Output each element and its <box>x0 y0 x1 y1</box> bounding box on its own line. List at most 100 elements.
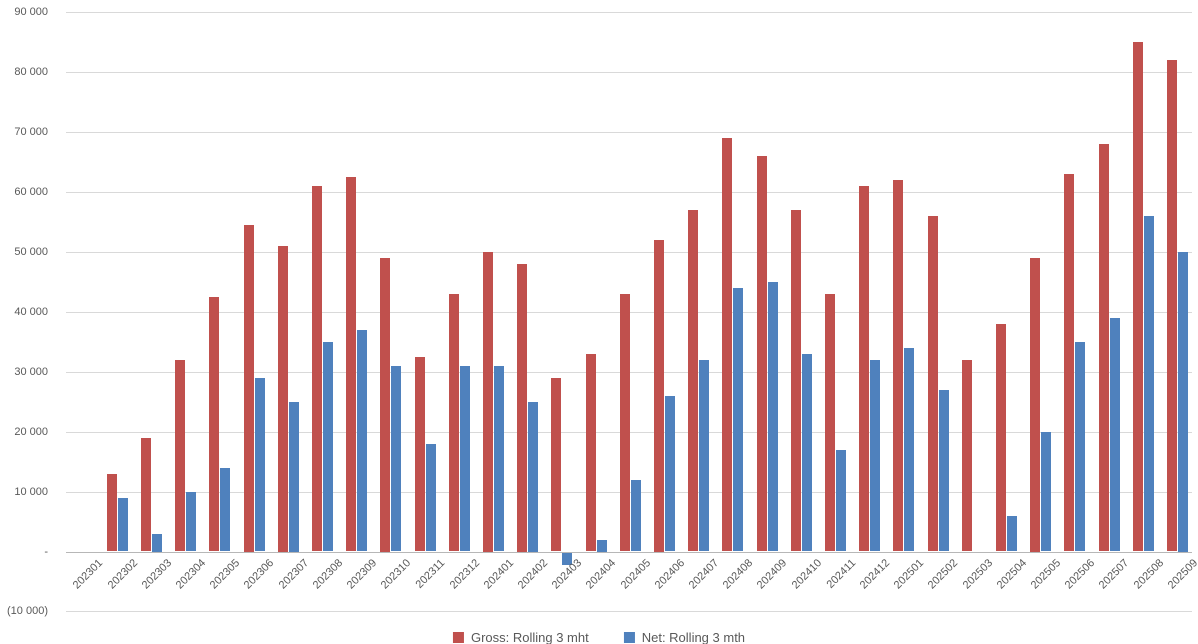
y-tick-label: 60 000 <box>14 186 48 199</box>
legend-label-net: Net: Rolling 3 mth <box>641 630 746 644</box>
bar-net-202506 <box>1075 341 1086 552</box>
bar-net-202504 <box>1007 515 1017 552</box>
x-tick-label-202309: 202309 <box>344 557 380 592</box>
bar-net-202505 <box>1041 431 1052 552</box>
x-tick-label-202503: 202503 <box>960 557 995 592</box>
y-tick-label: 30 000 <box>14 365 48 378</box>
y-tick-label: - <box>44 545 48 558</box>
bar-net-202308 <box>323 341 333 552</box>
x-tick-label-202505: 202505 <box>1028 557 1064 592</box>
bar-gross-202401 <box>483 252 493 552</box>
gridline-50000 <box>66 252 1192 253</box>
bar-net-202303 <box>152 533 162 552</box>
x-tick-label-202405: 202405 <box>618 557 653 592</box>
bar-gross-202505 <box>1030 258 1041 552</box>
bar-gross-202509 <box>1167 60 1177 552</box>
y-tick-label: 10 000 <box>14 485 48 498</box>
legend-swatch-net <box>623 632 635 643</box>
x-tick-label-202409: 202409 <box>755 557 790 592</box>
bar-net-202502 <box>938 389 949 552</box>
x-tick-label-202504: 202504 <box>994 557 1029 592</box>
bar-gross-202410 <box>790 210 801 552</box>
bar-net-202402 <box>528 401 539 552</box>
x-tick-label-202410: 202410 <box>789 557 824 592</box>
bar-gross-202506 <box>1064 174 1075 552</box>
bar-net-202304 <box>186 491 197 552</box>
gridline-80000 <box>66 72 1192 74</box>
bar-net-202306 <box>254 377 265 552</box>
bar-gross-202303 <box>141 437 151 552</box>
gridline--10000 <box>66 611 1192 613</box>
bar-net-202410 <box>801 353 812 552</box>
bar-net-202401 <box>494 365 504 552</box>
x-tick-label-202506: 202506 <box>1062 557 1098 592</box>
bar-net-202305 <box>220 467 231 552</box>
x-tick-label-202508: 202508 <box>1131 557 1166 592</box>
y-tick-label: 50 000 <box>14 246 48 258</box>
bar-gross-202309 <box>346 177 357 552</box>
bar-net-202311 <box>425 443 436 552</box>
bar-net-202411 <box>836 449 846 552</box>
bar-gross-202306 <box>243 225 254 552</box>
bar-gross-202409 <box>756 156 767 552</box>
bar-gross-202302 <box>106 473 117 552</box>
bar-gross-202304 <box>175 359 186 552</box>
bar-net-202310 <box>391 365 402 552</box>
bar-net-202312 <box>459 365 470 552</box>
x-tick-label-202404: 202404 <box>584 557 619 592</box>
x-tick-label-202302: 202302 <box>105 557 140 592</box>
x-tick-label-202310: 202310 <box>378 557 414 592</box>
bar-gross-202402 <box>517 264 528 552</box>
legend: Gross: Rolling 3 mht Net: Rolling 3 mth <box>452 630 746 644</box>
bar-net-202408 <box>733 287 744 552</box>
x-tick-label-202509: 202509 <box>1165 557 1198 592</box>
x-tick-label-202411: 202411 <box>824 557 858 591</box>
x-tick-label-202401: 202401 <box>481 557 516 592</box>
x-tick-label-202407: 202407 <box>686 557 722 592</box>
bar-gross-202406 <box>654 240 664 552</box>
gridline-90000 <box>66 12 1192 14</box>
y-tick-label: 90 000 <box>14 6 48 19</box>
bar-gross-202502 <box>927 216 938 552</box>
gridline-70000 <box>66 132 1192 134</box>
x-tick-label-202307: 202307 <box>276 557 311 592</box>
x-tick-label-202306: 202306 <box>242 557 277 592</box>
x-tick-label-202308: 202308 <box>310 557 345 592</box>
bar-gross-202507 <box>1098 144 1109 552</box>
bar-net-202309 <box>357 329 368 552</box>
bar-net-202302 <box>117 497 128 552</box>
bar-gross-202412 <box>859 186 870 552</box>
bar-net-202412 <box>870 359 881 552</box>
x-tick-label-202312: 202312 <box>447 557 482 592</box>
bar-gross-202508 <box>1132 42 1143 552</box>
bar-net-202501 <box>904 347 915 552</box>
bar-net-202307 <box>288 401 299 552</box>
bar-net-202507 <box>1109 317 1120 552</box>
bar-gross-202311 <box>414 356 425 552</box>
y-tick-label: 20 000 <box>14 425 48 438</box>
x-tick-label-202408: 202408 <box>720 557 756 592</box>
x-tick-label-202303: 202303 <box>139 557 174 592</box>
y-tick-label: 70 000 <box>14 126 48 139</box>
bar-net-202407 <box>699 359 710 552</box>
bar-gross-202405 <box>619 293 630 552</box>
y-tick-label: (10 000) <box>7 605 48 618</box>
bar-net-202508 <box>1143 216 1154 552</box>
bar-gross-202408 <box>722 138 733 552</box>
bar-gross-202305 <box>209 296 220 552</box>
bar-gross-202407 <box>688 210 699 552</box>
x-tick-label-202502: 202502 <box>926 557 961 592</box>
x-tick-label-202412: 202412 <box>857 557 893 592</box>
legend-label-gross: Gross: Rolling 3 mht <box>470 630 589 644</box>
y-tick-label: 80 000 <box>14 66 48 79</box>
x-tick-label-202406: 202406 <box>652 557 687 592</box>
x-tick-label-202507: 202507 <box>1097 557 1132 592</box>
bar-net-202403 <box>562 552 573 565</box>
bar-gross-202504 <box>996 323 1006 552</box>
bar-gross-202312 <box>448 293 459 552</box>
bar-gross-202310 <box>380 258 391 552</box>
bar-gross-202501 <box>893 180 904 552</box>
bar-net-202406 <box>665 395 675 552</box>
x-tick-label-202304: 202304 <box>173 557 209 592</box>
x-tick-label-202402: 202402 <box>515 557 551 592</box>
